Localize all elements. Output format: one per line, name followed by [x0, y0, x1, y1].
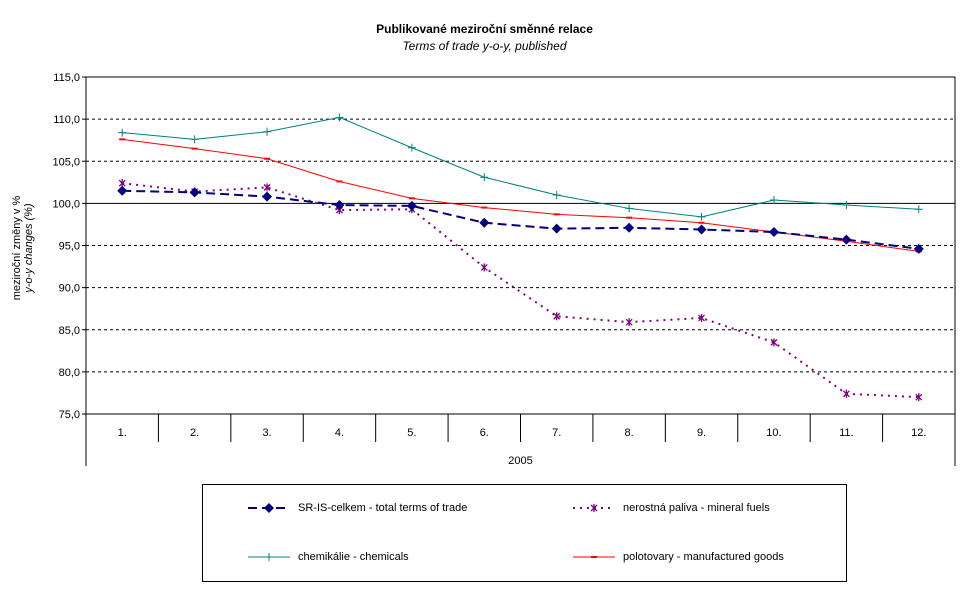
y-tick-label: 115,0: [53, 72, 80, 84]
data-point: [625, 204, 634, 213]
data-point: [118, 128, 127, 137]
series-2: [118, 113, 923, 221]
data-point: [263, 127, 272, 136]
y-tick-label: 80,0: [59, 367, 80, 379]
data-point: [552, 190, 561, 199]
data-point: [480, 263, 488, 272]
legend-label: SR-IS-celkem - total terms of trade: [298, 502, 468, 514]
x-tick-label: 6.: [480, 427, 489, 439]
legend: SR-IS-celkem - total terms of trade neros…: [202, 484, 847, 582]
x-tick-label: 10.: [766, 427, 781, 439]
x-tick-label: 3.: [262, 427, 271, 439]
series-line: [122, 182, 919, 399]
legend-label: polotovary - manufactured goods: [623, 551, 784, 563]
data-point: [407, 143, 416, 152]
y-tick-label: 75,0: [59, 409, 80, 421]
x-tick-label: 9.: [697, 427, 706, 439]
data-point: [406, 200, 417, 211]
data-point: [915, 393, 923, 402]
chart-title: Publikované meziroční směnné relace: [376, 22, 593, 36]
series-line: [122, 116, 919, 218]
x-tick-label: 2.: [190, 427, 199, 439]
data-point: [262, 191, 273, 202]
legend-label: chemikálie - chemicals: [298, 551, 409, 563]
series-line: [122, 189, 919, 250]
x-tick-label: 11.: [839, 427, 853, 439]
data-point: [770, 338, 778, 347]
data-point: [841, 234, 852, 245]
legend-swatch: [248, 503, 290, 513]
y-tick-label: 85,0: [59, 325, 80, 337]
legend-item: nerostná paliva - mineral fuels: [573, 502, 770, 514]
x-tick-label: 7.: [552, 427, 561, 439]
x-tick-label: 1.: [118, 427, 127, 439]
data-point: [117, 185, 128, 196]
legend-swatch: [573, 556, 615, 558]
legend-item: polotovary - manufactured goods: [573, 551, 784, 563]
legend-label: nerostná paliva - mineral fuels: [623, 502, 770, 514]
chart-subtitle: Terms of trade y-o-y, published: [402, 39, 567, 53]
series-0: [117, 185, 924, 254]
data-point: [698, 313, 706, 322]
series-1: [118, 179, 923, 402]
y-tick-label: 100,0: [52, 198, 80, 210]
data-point: [334, 200, 345, 211]
x-tick-label: 4.: [335, 427, 344, 439]
y-tick-label: 110,0: [53, 114, 80, 126]
data-point: [842, 201, 851, 210]
data-point: [190, 135, 199, 144]
legend-marker: [590, 504, 598, 512]
legend-marker: [264, 503, 274, 513]
data-point: [551, 223, 562, 234]
x-tick-label: 5.: [407, 427, 416, 439]
data-point: [769, 196, 778, 205]
legend-swatch: [248, 553, 290, 561]
data-point: [625, 318, 633, 327]
y-tick-label: 95,0: [59, 241, 80, 253]
y-tick-label: 90,0: [59, 283, 80, 295]
data-point: [914, 205, 923, 214]
x-axis-label: 2005: [508, 455, 532, 467]
legend-swatch: [573, 504, 615, 512]
legend-item: chemikálie - chemicals: [248, 551, 409, 563]
data-point: [696, 224, 707, 235]
y-tick-label: 105,0: [52, 156, 80, 168]
data-point: [263, 183, 271, 192]
data-point: [913, 243, 924, 254]
data-point: [842, 389, 850, 398]
legend-marker: [265, 553, 273, 561]
data-point: [479, 217, 490, 228]
legend-item: SR-IS-celkem - total terms of trade: [248, 502, 467, 514]
data-point: [480, 173, 489, 182]
data-point: [768, 227, 779, 238]
x-tick-label: 12.: [911, 427, 926, 439]
data-point: [624, 222, 635, 233]
data-point: [697, 212, 706, 221]
x-tick-label: 8.: [625, 427, 634, 439]
data-point: [553, 312, 561, 321]
data-point: [189, 187, 200, 198]
data-point: [335, 113, 344, 122]
